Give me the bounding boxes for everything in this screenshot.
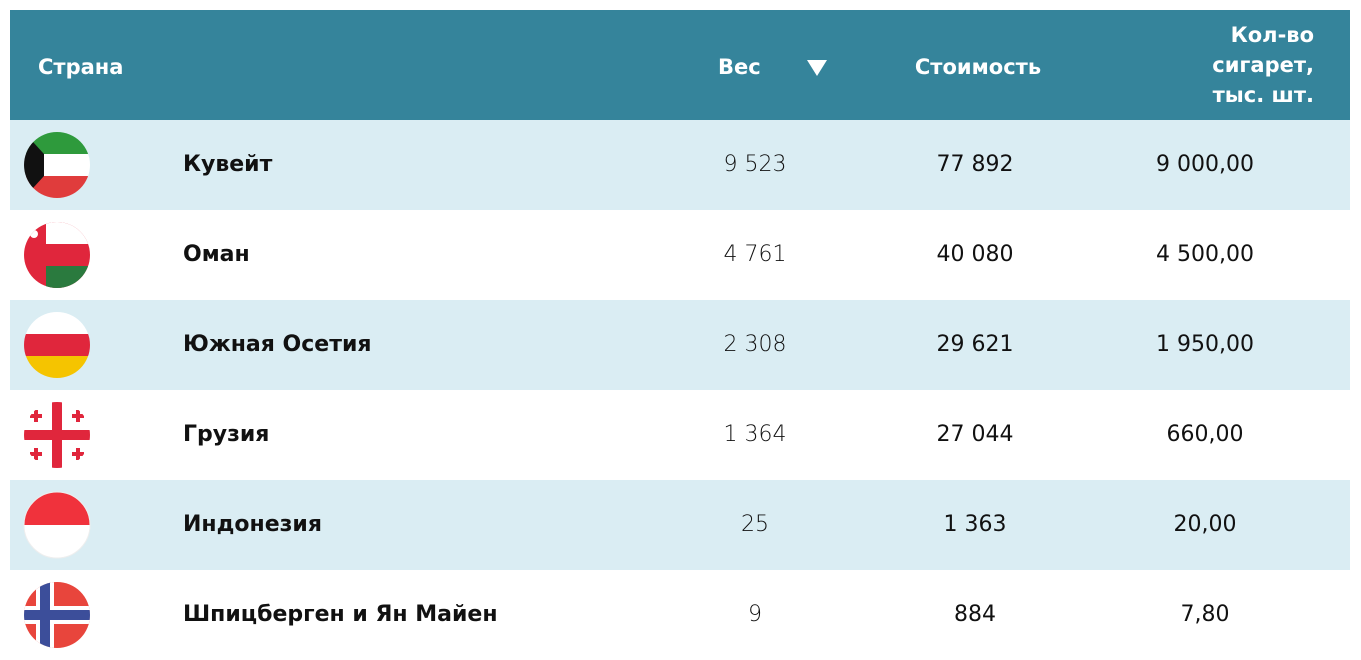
country-name: Южная Осетия	[183, 332, 372, 357]
cell: 9	[748, 602, 762, 627]
cell: 77 892	[936, 152, 1014, 177]
cell: 40 080	[936, 242, 1014, 267]
flag	[24, 582, 90, 648]
country-name: Шпицберген и Ян Майен	[183, 602, 498, 627]
sort-indicator	[807, 60, 827, 76]
flag	[23, 491, 91, 559]
cell: 1 950,00	[1156, 332, 1254, 357]
flag	[24, 402, 90, 468]
data-table: Страна Вес Стоимость Кол-во сигарет, тыс…	[10, 10, 1350, 660]
cell: 660,00	[1166, 422, 1244, 447]
country-name: Грузия	[183, 422, 270, 447]
cell: 9 523	[723, 152, 787, 177]
table-row: Шпицберген и Ян Майен 9 884 7,80	[10, 570, 1350, 660]
table-row: Грузия 1 364 27 044 660,00	[10, 390, 1350, 480]
cell: 1 364	[723, 422, 787, 447]
flag	[24, 312, 90, 378]
table-row: Оман 4 761 40 080 4 500,00	[10, 210, 1350, 300]
flag	[24, 132, 90, 198]
country-name: Кувейт	[183, 152, 273, 177]
table-row: Кувейт 9 523 77 892 9 000,00	[10, 120, 1350, 210]
cell: 4 500,00	[1156, 242, 1254, 267]
cell: 9 000,00	[1156, 152, 1254, 177]
cell: 2 308	[723, 332, 787, 357]
flag	[24, 222, 90, 288]
country-name: Индонезия	[183, 512, 322, 537]
cell: 1 363	[943, 512, 1007, 537]
header-cell[interactable]: Страна	[38, 55, 124, 79]
header-row: Страна Вес Стоимость Кол-во сигарет, тыс…	[10, 10, 1350, 120]
cell: 7,80	[1180, 602, 1230, 627]
header-cell[interactable]: Кол-во сигарет, тыс. шт.	[1212, 23, 1314, 107]
table-row: Индонезия 25 1 363 20,00	[10, 480, 1350, 570]
cell: 27 044	[936, 422, 1014, 447]
cell: 20,00	[1173, 512, 1237, 537]
page: Страна Вес Стоимость Кол-во сигарет, тыс…	[10, 10, 1350, 648]
header-cell[interactable]: Стоимость	[914, 55, 1042, 79]
cell: 29 621	[936, 332, 1014, 357]
cell: 4 761	[723, 242, 787, 267]
cell: 25	[741, 512, 769, 537]
table-row: Южная Осетия 2 308 29 621 1 950,00	[10, 300, 1350, 390]
country-name: Оман	[183, 242, 250, 267]
cell: 884	[954, 602, 996, 627]
header-cell[interactable]: Вес	[718, 55, 761, 79]
